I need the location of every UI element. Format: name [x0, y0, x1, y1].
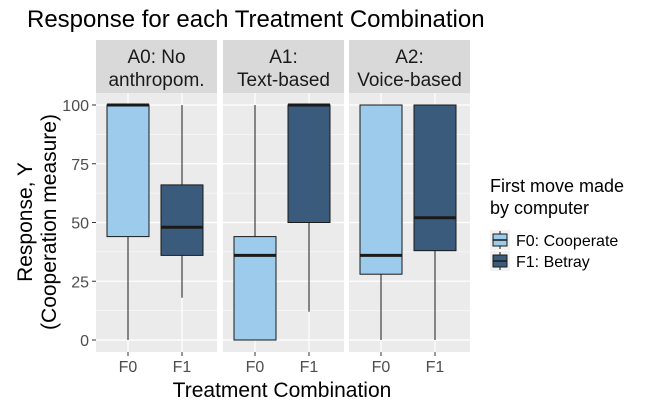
facet-strip-label-line-2: anthropom.: [108, 70, 204, 91]
x-axis-label: Treatment Combination: [173, 379, 392, 402]
box-body: [359, 104, 403, 275]
facet-strip: [223, 40, 344, 93]
chart-title: Response for each Treatment Combination: [27, 6, 485, 33]
box-f1: [413, 104, 457, 340]
legend-title-line-1: First move made: [490, 176, 624, 196]
x-tick-label: F1: [300, 359, 319, 376]
box-body: [106, 104, 150, 238]
facet-panel-1: A1:Text-based F0 F1: [223, 40, 344, 376]
box-body: [233, 236, 277, 341]
box-f0: [359, 104, 403, 340]
box-body: [413, 104, 457, 252]
facet-panel-2: A2:Voice-based F0 F1: [349, 40, 470, 376]
box-body: [160, 184, 204, 256]
y-axis-label-line-1: Response, Y: [14, 162, 37, 282]
y-tick-label: 0: [80, 333, 89, 350]
box-body: [287, 104, 331, 223]
x-tick-label: F0: [372, 359, 391, 376]
facet-strip-label-line-2: Text-based: [237, 70, 330, 91]
box-f0: [106, 103, 150, 340]
y-tick-label: 75: [71, 157, 89, 174]
box-f0: [233, 105, 277, 341]
legend: First move made by computer F0: Cooperat…: [490, 176, 624, 271]
legend-title-line-2: by computer: [490, 198, 589, 218]
x-tick-label: F1: [426, 359, 445, 376]
facet-strip-label-line-1: A1:: [269, 47, 298, 68]
y-tick-label: 50: [71, 216, 89, 233]
facet-strip-label-line-1: A2:: [395, 47, 424, 68]
y-tick-label: 100: [62, 98, 89, 115]
facet-strip: [349, 40, 470, 93]
y-axis-label-line-2: (Cooperation measure): [38, 114, 61, 330]
box-f1: [287, 103, 331, 312]
y-axis-label: Response, Y (Cooperation measure): [14, 114, 61, 330]
y-axis: 0 25 50 75 100: [62, 98, 96, 350]
facet-strip-label-line-1: A0: No: [127, 47, 185, 68]
box-f1: [160, 105, 204, 298]
x-tick-label: F0: [119, 359, 138, 376]
y-tick-label: 25: [71, 274, 89, 291]
x-tick-label: F1: [173, 359, 192, 376]
facet-strip: [96, 40, 217, 93]
legend-label: F0: Cooperate: [516, 233, 618, 250]
x-tick-label: F0: [246, 359, 265, 376]
legend-label: F1: Betray: [516, 254, 590, 271]
legend-entry-f1: F1: Betray: [490, 251, 590, 271]
legend-keys: F0: Cooperate F1: Betray: [490, 230, 618, 271]
legend-entry-f0: F0: Cooperate: [490, 230, 618, 250]
facet-strip-label-line-2: Voice-based: [357, 70, 462, 91]
